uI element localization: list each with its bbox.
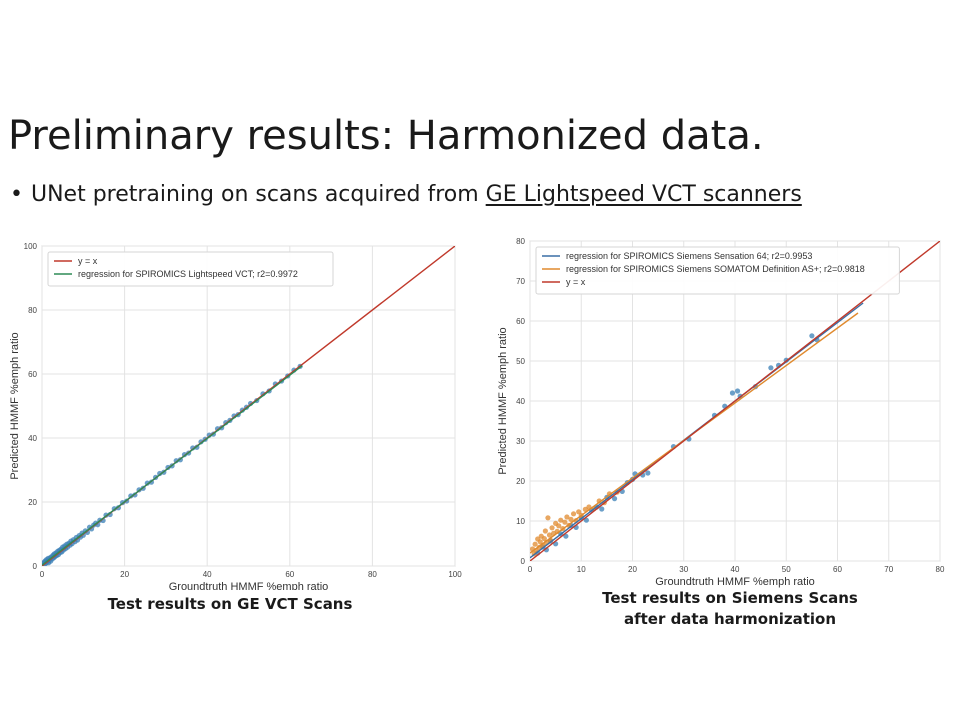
x-tick-label: 50 xyxy=(782,565,791,574)
legend-box xyxy=(535,246,900,295)
y-axis-label: Predicted HMMF %emph ratio xyxy=(497,327,509,474)
x-tick-label: 40 xyxy=(203,570,212,579)
data-point xyxy=(562,519,568,525)
ge-caption: Test results on GE VCT Scans xyxy=(107,595,353,613)
y-tick-label: 60 xyxy=(28,370,37,379)
x-axis-label: Groundtruth HMMF %emph ratio xyxy=(655,576,815,588)
y-tick-label: 60 xyxy=(516,317,525,326)
data-point xyxy=(532,541,538,547)
legend-entry: regression for SPIROMICS Siemens SOMATOM… xyxy=(566,264,865,274)
data-point xyxy=(570,511,577,517)
legend: y = x regression for SPIROMICS Lightspeed… xyxy=(47,251,334,287)
x-tick-label: 60 xyxy=(285,570,294,579)
y-tick-label: 10 xyxy=(516,517,525,526)
x-tick-label: 0 xyxy=(528,565,533,574)
series-line xyxy=(42,365,303,566)
data-point xyxy=(556,523,562,529)
bullet-text: UNet pretraining on scans acquired from xyxy=(30,182,479,207)
y-tick-label: 100 xyxy=(24,242,38,251)
legend-entry: y = x xyxy=(78,256,98,266)
bullet-dot-icon: • xyxy=(10,182,23,207)
data-point xyxy=(558,517,564,523)
y-tick-label: 20 xyxy=(28,498,37,507)
legend-box xyxy=(47,251,334,287)
x-tick-label: 20 xyxy=(120,570,129,579)
x-tick-label: 80 xyxy=(936,565,945,574)
data-point xyxy=(545,515,551,521)
y-tick-label: 30 xyxy=(516,437,525,446)
siemens-caption-line-2: after data harmonization xyxy=(623,610,837,628)
data-point xyxy=(549,525,555,531)
siemens-caption-line-1: Test results on Siemens Scans xyxy=(602,589,858,607)
data-point xyxy=(645,470,651,476)
slide-title: Preliminary results: Harmonized data. xyxy=(8,113,764,159)
data-point xyxy=(546,532,553,538)
legend-entry: regression for SPIROMICS Lightspeed VCT;… xyxy=(78,269,298,279)
data-point xyxy=(809,333,815,339)
data-point xyxy=(537,539,543,545)
x-tick-label: 10 xyxy=(577,565,586,574)
y-tick-label: 80 xyxy=(28,306,37,315)
x-tick-label: 0 xyxy=(40,570,45,579)
scanner-name: GE Lightspeed VCT scanners xyxy=(485,182,802,207)
data-point xyxy=(568,516,574,522)
legend-entry: y = x xyxy=(566,277,586,287)
x-tick-label: 80 xyxy=(368,570,377,579)
siemens-chart: 0 10 20 30 40 50 60 70 80 0 10 20 30 40 50 60 70 80 Ground… xyxy=(497,237,945,588)
bullet-point: • UNet pretraining on scans acquired from… xyxy=(10,180,802,210)
data-point xyxy=(542,528,548,534)
data-point xyxy=(596,498,602,504)
data-point xyxy=(157,470,163,477)
y-tick-label: 40 xyxy=(28,434,37,443)
siemens-caption: Test results on Siemens Scans after data… xyxy=(580,588,880,630)
data-point xyxy=(576,509,582,515)
plot-marks xyxy=(42,246,455,566)
x-tick-label: 40 xyxy=(731,565,740,574)
y-tick-label: 0 xyxy=(521,557,526,566)
x-axis-label: Groundtruth HMMF %emph ratio xyxy=(169,581,329,590)
y-tick-label: 80 xyxy=(516,237,525,246)
data-point xyxy=(599,506,605,512)
data-point xyxy=(144,480,150,486)
y-tick-label: 40 xyxy=(516,397,525,406)
y-tick-label: 50 xyxy=(516,357,525,366)
data-point xyxy=(768,365,774,371)
data-point xyxy=(734,388,741,394)
y-tick-label: 70 xyxy=(516,277,525,286)
x-tick-label: 60 xyxy=(833,565,842,574)
ge-vct-chart: 0 20 40 60 80 100 0 20 40 60 80 100 Groundtruth HMMF… xyxy=(9,242,462,590)
y-tick-label: 0 xyxy=(33,562,38,571)
y-tick-label: 20 xyxy=(516,477,525,486)
x-tick-label: 20 xyxy=(628,565,637,574)
legend-entry: regression for SPIROMICS Siemens Sensati… xyxy=(566,251,812,261)
x-tick-label: 70 xyxy=(884,565,893,574)
data-point xyxy=(541,536,547,542)
y-axis-label: Predicted HMMF %emph ratio xyxy=(9,332,21,479)
legend: regression for SPIROMICS Siemens Sensati… xyxy=(535,246,900,295)
x-tick-label: 30 xyxy=(679,565,688,574)
x-tick-label: 100 xyxy=(448,570,462,579)
data-point xyxy=(564,514,570,520)
data-point xyxy=(729,390,736,396)
data-point xyxy=(611,496,618,502)
